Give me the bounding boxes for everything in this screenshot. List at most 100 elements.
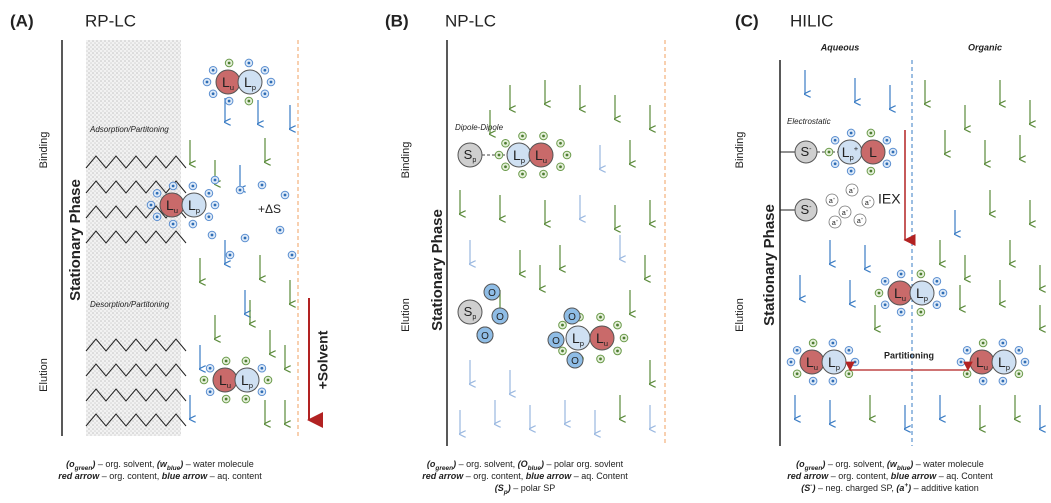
caption-part: (O [518, 459, 528, 469]
symbol-label: Sp [464, 147, 477, 163]
symbol-part: a [832, 220, 836, 227]
water-core [210, 233, 214, 237]
additive-cation [828, 215, 842, 229]
symbol-part: a [842, 210, 846, 217]
water-core [789, 360, 793, 364]
water-core [849, 131, 853, 135]
symbol-label: Lu [806, 354, 818, 372]
caption-part: (o [796, 459, 805, 469]
caption-line: (ogreen) – org. solvent, (wblue) – water… [796, 459, 984, 472]
water-core [833, 138, 837, 142]
caption-part: ) [821, 459, 825, 469]
caption-part: ) [909, 459, 913, 469]
symbol-part: p [472, 313, 476, 321]
caption-part: – aq. content [207, 471, 262, 481]
symbol-label: Lu [596, 330, 608, 348]
water-core [211, 92, 215, 96]
symbol-label: O [568, 312, 576, 323]
note: Dipole-Dipole [455, 123, 504, 132]
symbol-part: u [814, 363, 818, 372]
organic-core [616, 323, 619, 327]
caption-part: blue [167, 465, 181, 472]
caption-part: blue arrow [162, 471, 209, 481]
analyte-polar [181, 192, 207, 218]
binding-label: Binding [734, 132, 746, 169]
binding-label: Binding [38, 132, 50, 169]
symbol-label: Lu [535, 147, 547, 165]
caption-part: blue [528, 465, 542, 472]
symbol-part: O [571, 356, 579, 367]
symbol-part: p [472, 156, 476, 164]
symbol-part: u [604, 339, 608, 348]
water-core [191, 184, 195, 188]
panel-title: NP-LC [445, 11, 496, 30]
alkyl-chain [85, 363, 187, 377]
organic-core [599, 357, 602, 361]
organic-core [244, 397, 248, 401]
symbol-label: a+ [832, 219, 839, 227]
organic-core [869, 169, 873, 173]
symbol-label: a+ [849, 187, 856, 195]
symbol-label: Sp [464, 304, 477, 320]
caption-line: (S-) – neg. charged SP, (a+) – additive … [801, 482, 978, 493]
organic-core [247, 99, 251, 103]
water-core [207, 191, 211, 195]
symbol-part: + [853, 187, 856, 191]
analyte-polar [237, 69, 263, 95]
symbol-label: O [496, 312, 504, 323]
caption-part: blue arrow [891, 471, 938, 481]
water-core [247, 61, 251, 65]
organic-core [1017, 372, 1021, 376]
symbol-label: Lp [513, 147, 525, 165]
caption-part: (o [427, 459, 436, 469]
water-core [959, 360, 963, 364]
water-core [899, 272, 903, 276]
organic-core [965, 372, 969, 376]
analyte-unpolar [860, 139, 886, 165]
symbol-part: p [521, 156, 525, 165]
water-core [227, 99, 231, 103]
water-core [243, 236, 247, 240]
symbol-part: a [829, 198, 833, 205]
symbol-part: L [244, 74, 252, 90]
caption-part: green [804, 465, 823, 472]
organic-core [202, 378, 206, 382]
caption-part: ) [91, 459, 95, 469]
water-core [290, 253, 294, 257]
organic-core [227, 61, 231, 65]
symbol-label: a+ [829, 197, 836, 205]
symbol-part: p [836, 363, 840, 372]
symbol-label: S- [800, 144, 812, 159]
panel-id: (C) [735, 11, 759, 30]
symbol-part: + [836, 219, 839, 223]
water-core [208, 390, 212, 394]
symbol-part: L [976, 354, 984, 370]
water-core [981, 379, 985, 383]
organic-core [504, 141, 507, 145]
water-core [208, 366, 212, 370]
alkyl-chain [85, 338, 187, 352]
water-core [263, 68, 267, 72]
alkyl-chain [85, 180, 187, 194]
symbol-part: p [249, 381, 253, 390]
caption-part: red arrow [58, 471, 100, 481]
symbol-label: Lp [998, 354, 1010, 372]
caption-part: ) [540, 459, 544, 469]
symbol-part: a [849, 188, 853, 195]
caption-part: (o [66, 459, 75, 469]
water-core [811, 379, 815, 383]
water-core [1023, 360, 1027, 364]
water-core [1001, 341, 1005, 345]
symbol-label: a+ [865, 199, 872, 207]
symbol-part: O [488, 288, 496, 299]
symbol-part: + [854, 144, 859, 153]
symbol-label: Lp [188, 197, 200, 215]
water-core [260, 390, 264, 394]
symbol-part: u [230, 83, 234, 92]
caption-part: – water molecule [913, 459, 984, 469]
caption-part: red arrow [422, 471, 464, 481]
organic-core [497, 153, 501, 157]
symbol-part: u [902, 294, 906, 303]
region-label: Aqueous [820, 42, 860, 52]
caption-part: – neg. charged SP, [815, 483, 896, 493]
